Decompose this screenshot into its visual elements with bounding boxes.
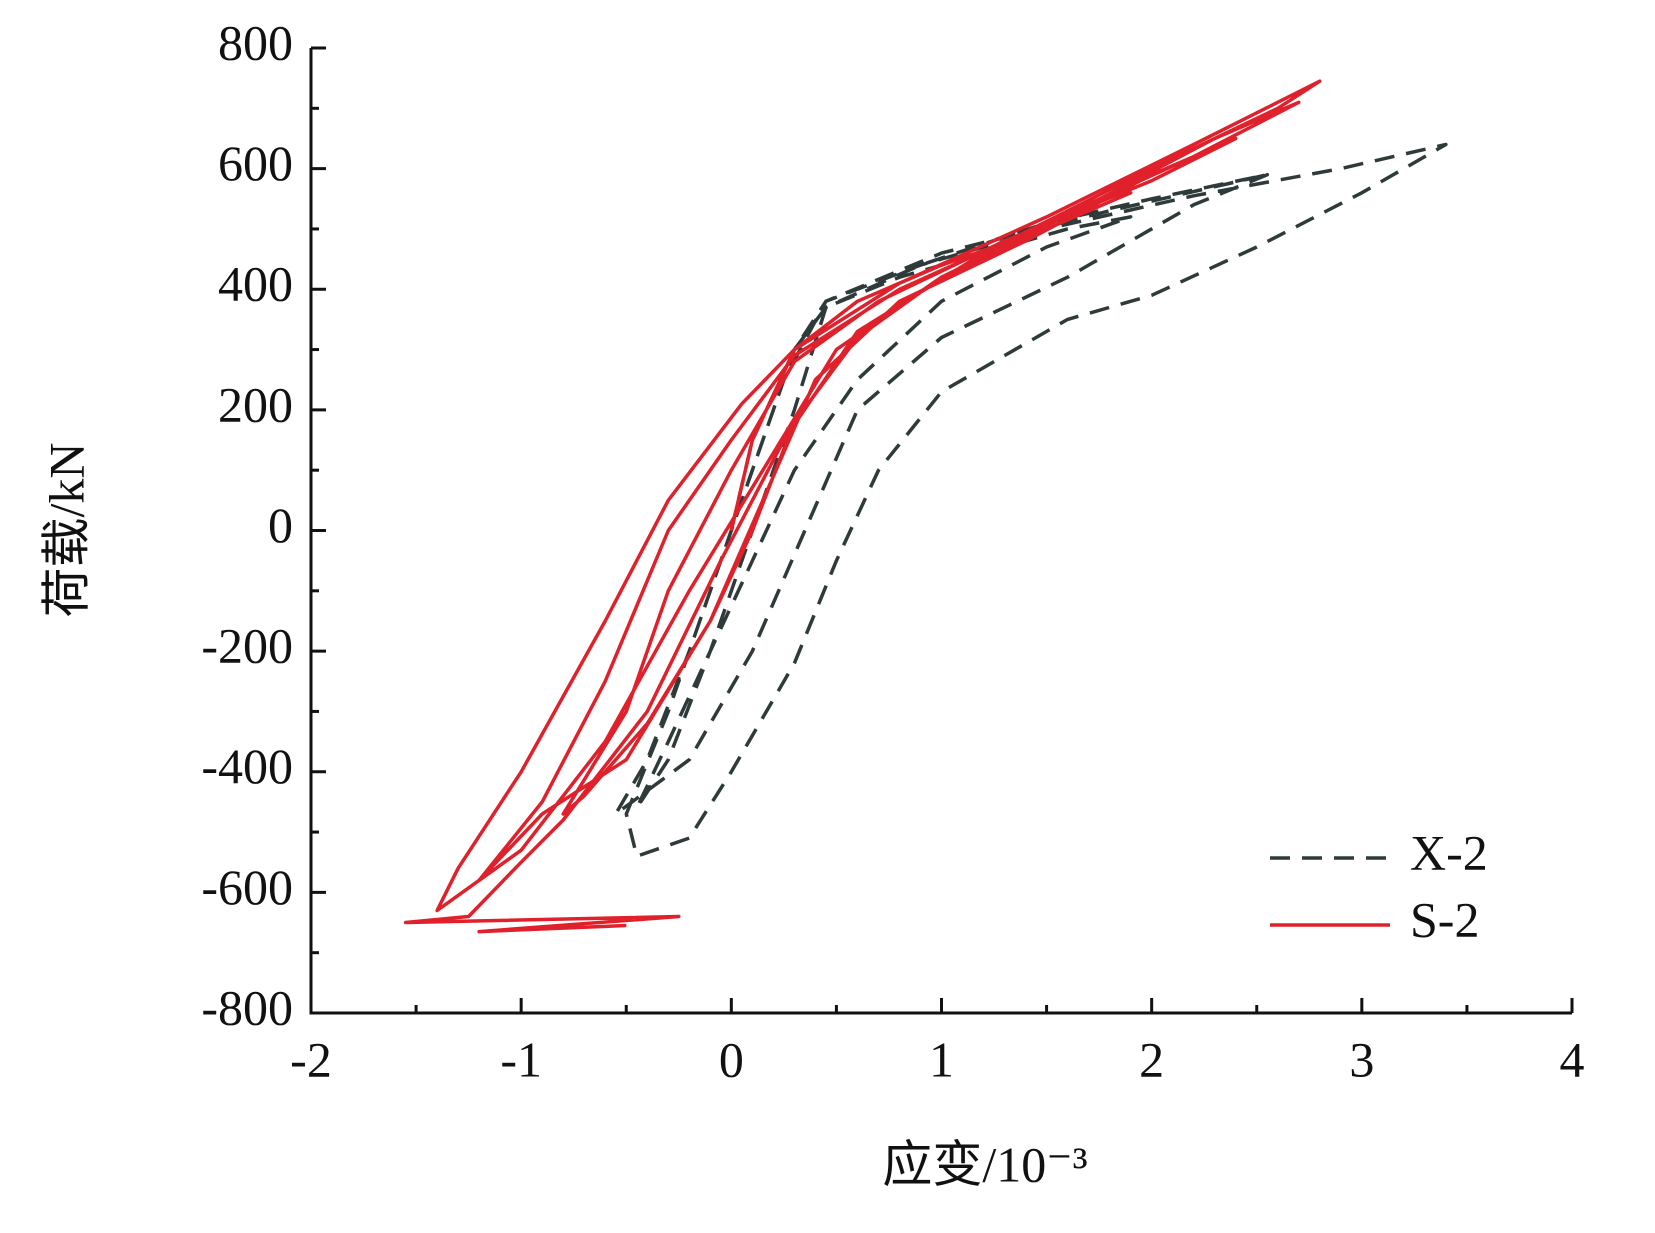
x-tick-label: -1 xyxy=(500,1031,542,1087)
y-tick-label: -600 xyxy=(201,859,293,915)
series-line xyxy=(613,142,1448,858)
y-axis-label: 荷载/kN xyxy=(38,443,94,618)
x-tick-label: 2 xyxy=(1139,1031,1164,1087)
x-tick-label: 3 xyxy=(1349,1031,1374,1087)
y-tick-label: -400 xyxy=(201,738,293,794)
y-tick-label: -800 xyxy=(201,979,293,1035)
legend-label: X-2 xyxy=(1410,824,1488,880)
x-tick-label: -2 xyxy=(290,1031,332,1087)
y-tick-label: 0 xyxy=(268,497,293,553)
y-tick-label: 200 xyxy=(218,376,293,432)
axis-line xyxy=(309,48,1572,1015)
y-tick-label: 800 xyxy=(218,14,293,70)
legend-label: S-2 xyxy=(1410,891,1479,947)
y-tick-label: 400 xyxy=(218,256,293,312)
x-tick-label: 0 xyxy=(719,1031,744,1087)
y-tick-label: -200 xyxy=(201,618,293,674)
x-tick-label: 1 xyxy=(929,1031,954,1087)
x-axis-label: 应变/10⁻³ xyxy=(882,1136,1087,1192)
x-tick-label: 4 xyxy=(1560,1031,1585,1087)
series-line xyxy=(403,79,1322,934)
y-tick-label: 600 xyxy=(218,135,293,191)
